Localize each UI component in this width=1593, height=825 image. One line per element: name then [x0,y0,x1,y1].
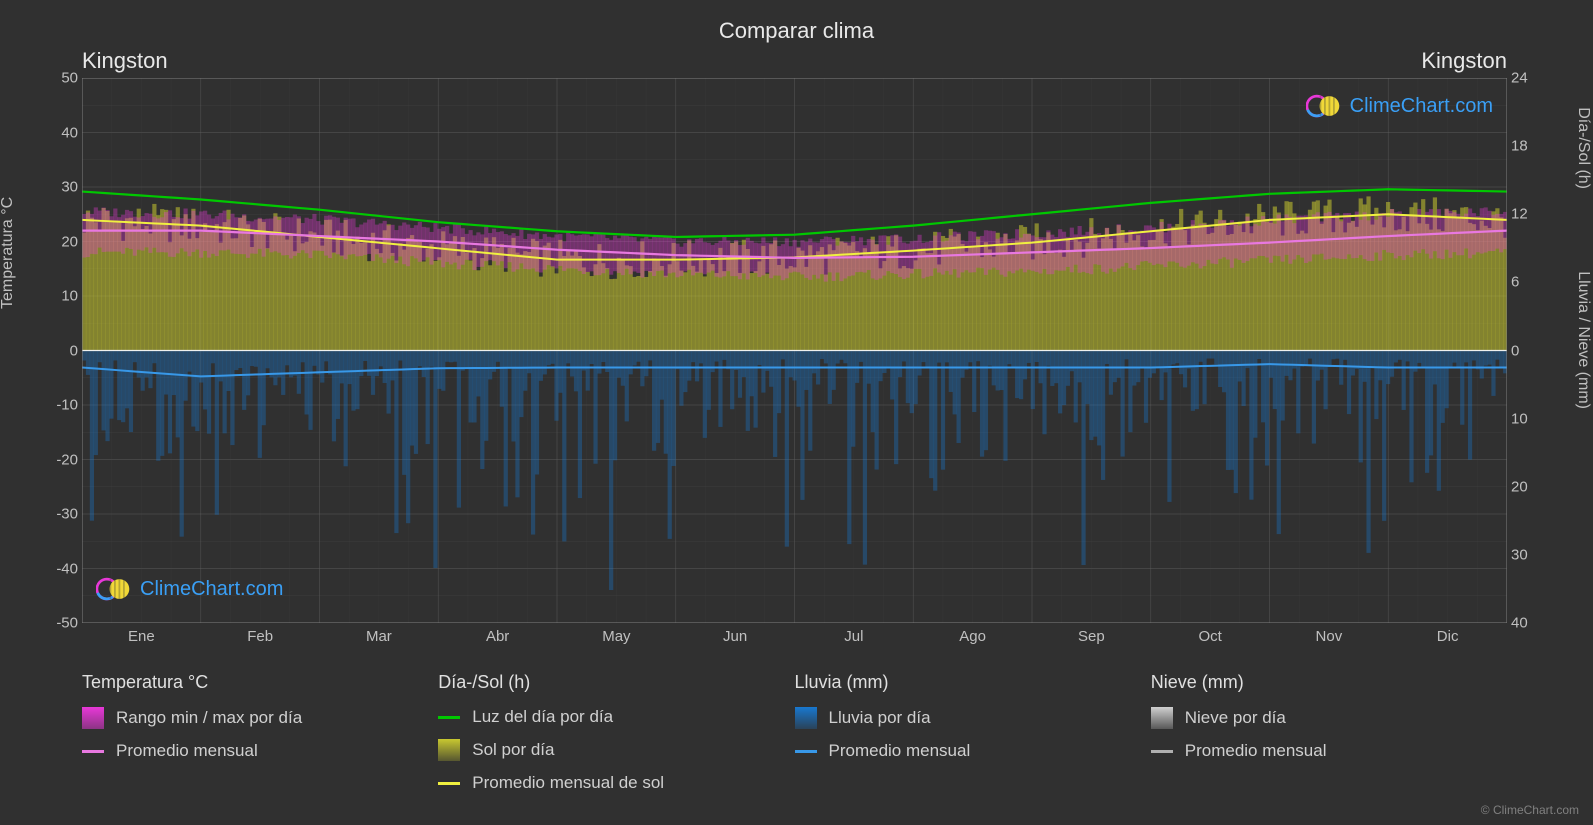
x-tick: Ene [128,628,155,645]
line-icon [438,782,460,785]
line-icon [438,716,460,719]
y-left-tick: 20 [61,233,78,250]
legend-daylight: Luz del día por día [438,707,774,727]
y-axis-left-label: Temperatura °C [0,197,17,309]
y-right-tick: 12 [1511,206,1528,223]
copyright: © ClimeChart.com [1481,803,1579,817]
line-icon [1151,750,1173,753]
legend-temp: Temperatura °C Rango min / max por día P… [82,672,438,805]
legend-snow-fill: Nieve por día [1151,707,1487,729]
location-label-right: Kingston [1421,48,1507,74]
climate-chart: Comparar clima Kingston Kingston Tempera… [0,0,1593,825]
legend-label: Sol por día [472,740,554,760]
legend-label: Promedio mensual [1185,741,1327,761]
legend-rain-avg: Promedio mensual [795,741,1131,761]
swatch-icon [795,707,817,729]
swatch-icon [438,739,460,761]
x-tick: Abr [486,628,509,645]
legend-label: Nieve por día [1185,708,1286,728]
x-tick: Sep [1078,628,1105,645]
y-left-tick: 10 [61,288,78,305]
location-label-left: Kingston [82,48,168,74]
legend-label: Promedio mensual [829,741,971,761]
x-tick: Dic [1437,628,1459,645]
legend-snow-avg: Promedio mensual [1151,741,1487,761]
x-tick: Mar [366,628,392,645]
legend: Temperatura °C Rango min / max por día P… [82,672,1507,805]
x-tick: Feb [247,628,273,645]
legend-label: Lluvia por día [829,708,931,728]
y-left-tick: -20 [56,451,78,468]
x-tick: Oct [1198,628,1221,645]
watermark-text: ClimeChart.com [140,578,283,601]
y-axis-right-top-label: Día-/Sol (h) [1574,107,1592,189]
watermark-top: ClimeChart.com [1306,92,1493,120]
legend-sun-avg: Promedio mensual de sol [438,773,774,793]
plot-area [82,78,1507,623]
plot-svg [82,78,1507,623]
y-axis-right-bottom-label: Lluvia / Nieve (mm) [1574,271,1592,409]
swatch-icon [1151,707,1173,729]
legend-temp-header: Temperatura °C [82,672,418,693]
legend-rain-fill: Lluvia por día [795,707,1131,729]
y-right-tick: 40 [1511,615,1528,632]
legend-daysol: Día-/Sol (h) Luz del día por día Sol por… [438,672,794,805]
y-right-tick: 20 [1511,478,1528,495]
legend-label: Rango min / max por día [116,708,302,728]
legend-snow: Nieve (mm) Nieve por día Promedio mensua… [1151,672,1507,805]
x-tick: Jul [844,628,863,645]
y-left-tick: -40 [56,560,78,577]
legend-temp-avg: Promedio mensual [82,741,418,761]
y-left-tick: -30 [56,506,78,523]
legend-rain-header: Lluvia (mm) [795,672,1131,693]
y-right-tick: 6 [1511,274,1519,291]
watermark-text: ClimeChart.com [1350,95,1493,118]
y-left-tick: 40 [61,124,78,141]
y-right-tick: 18 [1511,138,1528,155]
y-right-tick: 30 [1511,546,1528,563]
legend-snow-header: Nieve (mm) [1151,672,1487,693]
y-left-tick: -10 [56,397,78,414]
y-right-tick: 10 [1511,410,1528,427]
logo-icon [96,575,132,603]
legend-label: Promedio mensual de sol [472,773,664,793]
legend-rain: Lluvia (mm) Lluvia por día Promedio mens… [795,672,1151,805]
watermark-bottom: ClimeChart.com [96,575,283,603]
x-tick: May [602,628,630,645]
legend-daysol-header: Día-/Sol (h) [438,672,774,693]
line-icon [82,750,104,753]
x-tick: Ago [959,628,986,645]
logo-icon [1306,92,1342,120]
y-left-tick: 0 [70,342,78,359]
swatch-icon [82,707,104,729]
y-right-tick: 24 [1511,70,1528,87]
legend-label: Promedio mensual [116,741,258,761]
legend-sun-fill: Sol por día [438,739,774,761]
legend-label: Luz del día por día [472,707,613,727]
y-left-tick: 30 [61,179,78,196]
chart-title: Comparar clima [0,0,1593,44]
x-tick: Jun [723,628,747,645]
line-icon [795,750,817,753]
y-left-tick: 50 [61,70,78,87]
legend-temp-range: Rango min / max por día [82,707,418,729]
x-tick: Nov [1316,628,1343,645]
y-right-tick: 0 [1511,342,1519,359]
y-left-tick: -50 [56,615,78,632]
